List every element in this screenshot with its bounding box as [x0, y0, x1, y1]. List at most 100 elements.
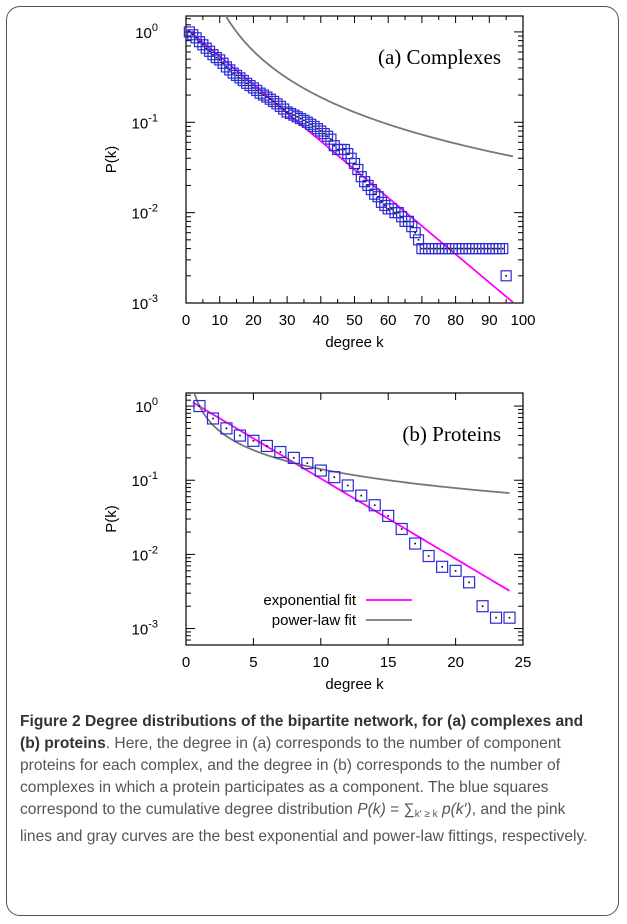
- legend-label: exponential fit: [263, 592, 356, 609]
- data-point-center: [495, 616, 497, 619]
- data-point-center: [461, 247, 464, 250]
- data-point: [257, 89, 270, 101]
- y-tick-label: 100: [135, 396, 158, 416]
- x-tick-label: 40: [312, 312, 329, 329]
- x-tick-label: 5: [249, 654, 257, 671]
- data-point-center: [195, 37, 197, 39]
- data-point-center: [387, 208, 389, 210]
- y-tick-label: 10-2: [132, 203, 158, 223]
- data-point-center: [498, 247, 501, 250]
- data-point: [203, 45, 216, 57]
- data-point: [462, 576, 476, 589]
- chart-panel-0: 0 10 20 30 40 50 60 70 80 90 100 100 10-1 10-2 10-3 deg…: [103, 15, 536, 351]
- data-point-center: [296, 115, 299, 118]
- data-point-center: [481, 605, 484, 608]
- data-point: [409, 537, 422, 550]
- data-point: [274, 445, 287, 459]
- data-point-center: [316, 127, 319, 130]
- data-point-center: [279, 105, 282, 108]
- y-tick-label: 10-1: [132, 112, 158, 132]
- data-point-center: [303, 119, 305, 122]
- data-point-center: [239, 77, 241, 79]
- data-point: [382, 509, 395, 523]
- data-point-center: [266, 96, 268, 98]
- caption-title: Figure 2 Degree distributions of the bip…: [20, 713, 584, 752]
- data-point-center: [289, 112, 292, 115]
- data-point-center: [242, 79, 245, 82]
- data-point: [372, 191, 384, 203]
- data-point-center: [212, 417, 214, 420]
- data-point: [298, 114, 310, 126]
- data-point: [449, 564, 462, 577]
- data-point-center: [245, 82, 248, 85]
- data-point: [341, 479, 354, 492]
- data-point-center: [252, 440, 255, 442]
- data-point: [369, 188, 381, 200]
- data-point-center: [495, 247, 497, 250]
- data-point-center: [286, 111, 288, 113]
- data-point-center: [340, 148, 342, 151]
- data-point: [352, 163, 364, 176]
- data-point-center: [330, 138, 332, 140]
- data-point-center: [336, 148, 339, 151]
- data-point-center: [198, 40, 201, 43]
- caption-formula-eq: = ∑: [385, 801, 415, 818]
- data-point-center: [454, 570, 457, 572]
- data-point-center: [363, 180, 366, 183]
- data-point: [395, 522, 408, 536]
- data-point-center: [259, 92, 261, 94]
- data-point-center: [414, 542, 416, 545]
- panel-label: (b) Proteins: [402, 422, 501, 446]
- data-point-center: [343, 148, 346, 151]
- data-point-center: [299, 117, 302, 120]
- data-point: [409, 227, 421, 239]
- data-point-center: [488, 247, 491, 250]
- data-point-center: [333, 144, 336, 147]
- data-point-center: [232, 72, 234, 74]
- x-axis-title: degree k: [325, 676, 384, 693]
- data-point: [197, 39, 209, 51]
- data-point: [348, 157, 361, 170]
- data-point-center: [229, 69, 231, 71]
- data-point-center: [320, 469, 322, 472]
- data-point-center: [212, 53, 214, 56]
- data-point: [318, 127, 330, 140]
- data-point-center: [387, 515, 389, 517]
- x-tick-label: 0: [182, 312, 190, 329]
- x-tick-label: 20: [245, 312, 262, 329]
- data-point: [214, 54, 226, 66]
- data-point-center: [390, 208, 393, 210]
- power-law-fit-line: [193, 393, 510, 494]
- x-tick-label: 30: [279, 312, 296, 329]
- data-point: [328, 471, 341, 484]
- data-point-center: [320, 130, 322, 132]
- x-tick-label: 25: [515, 654, 532, 671]
- data-point: [338, 143, 350, 156]
- data-point-center: [373, 193, 376, 195]
- data-point-center: [272, 100, 275, 103]
- power-law-fit-line: [224, 16, 514, 158]
- data-point-center: [293, 457, 295, 459]
- data-point-center: [188, 31, 191, 33]
- x-tick-label: 20: [447, 654, 464, 671]
- data-point: [210, 51, 222, 64]
- data-point-center: [208, 50, 211, 53]
- data-point-center: [215, 56, 218, 59]
- data-point-center: [235, 74, 238, 77]
- y-tick-label: 10-3: [132, 619, 158, 639]
- caption-text-1: . Here, the degree in (a) corresponds to…: [20, 735, 561, 818]
- data-point-center: [218, 59, 221, 61]
- data-point-center: [475, 247, 477, 250]
- x-tick-label: 80: [447, 312, 464, 329]
- data-point-center: [323, 132, 325, 135]
- data-point-center: [306, 462, 309, 464]
- data-point-center: [427, 247, 430, 250]
- data-point-center: [417, 239, 420, 241]
- data-point-center: [249, 84, 251, 87]
- data-point-center: [225, 427, 228, 430]
- data-point: [294, 112, 307, 125]
- x-tick-label: 70: [414, 312, 431, 329]
- data-point-center: [444, 247, 447, 250]
- data-point: [406, 221, 418, 233]
